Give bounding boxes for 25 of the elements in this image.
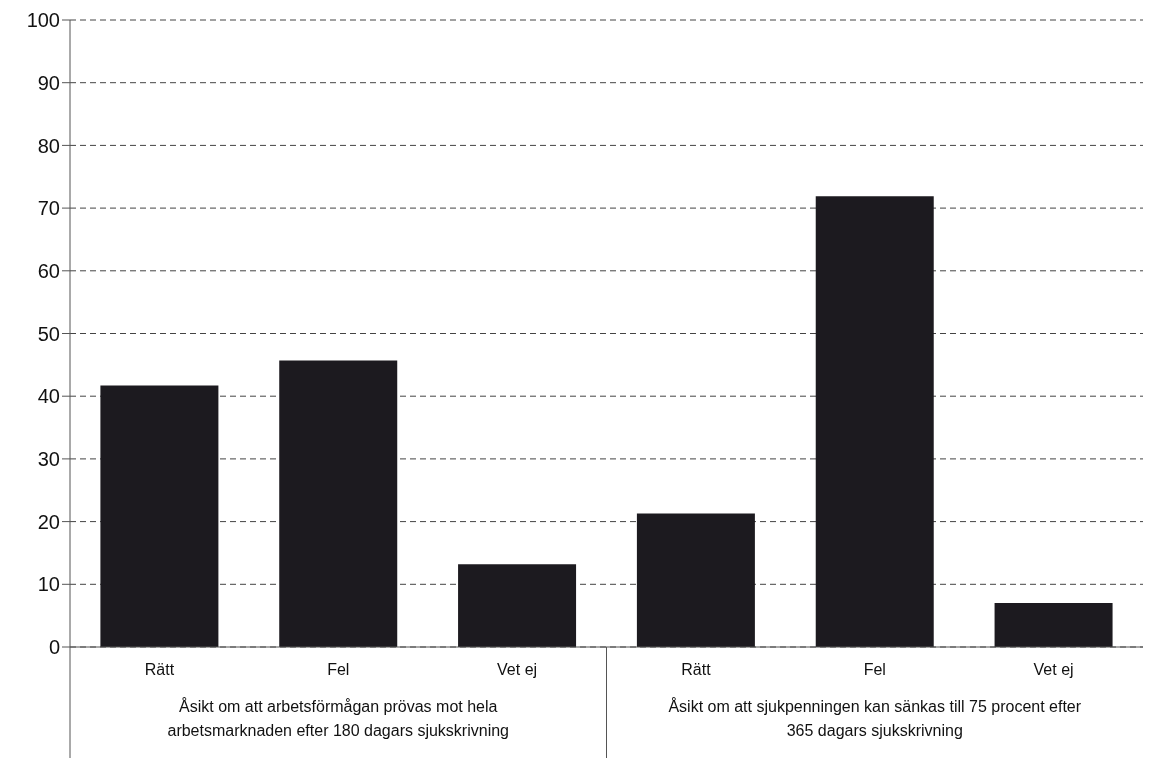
x-tick-label: Fel: [327, 661, 350, 678]
y-tick-label: 100: [26, 9, 60, 32]
text: Åsikt om att arbetsförmågan prövas mot hela arbetsmarknaden efter 180 dagars sjukskrivning: [166, 696, 510, 741]
bar: [458, 564, 577, 647]
bar: [815, 196, 934, 647]
y-tick-label: 90: [37, 71, 60, 94]
bar: [100, 385, 219, 647]
bar: [279, 360, 398, 647]
bar: [994, 603, 1113, 647]
x-tick-label: Vet ej: [497, 661, 538, 678]
bar: [636, 513, 755, 647]
x-tick-label: Vet ej: [1033, 661, 1074, 678]
y-tick-label: 30: [37, 448, 60, 470]
y-tick-label: 0: [48, 636, 60, 659]
x-tick-label: Rätt: [144, 661, 175, 678]
text: Åsikt om att sjukpenningen kan sänkas till 75 procent efter 365 dagars sjukskrivning: [667, 696, 1083, 741]
y-tick-label: 10: [37, 573, 60, 596]
y-tick-label: 60: [37, 259, 60, 282]
x-tick-label: Rätt: [681, 661, 712, 678]
y-tick-label: 80: [37, 134, 60, 157]
y-tick-label: 20: [37, 510, 60, 533]
y-tick-label: 50: [37, 322, 60, 345]
x-tick-label: Fel: [863, 661, 886, 678]
y-tick-label: 40: [37, 385, 60, 408]
y-tick-label: 70: [37, 197, 60, 220]
